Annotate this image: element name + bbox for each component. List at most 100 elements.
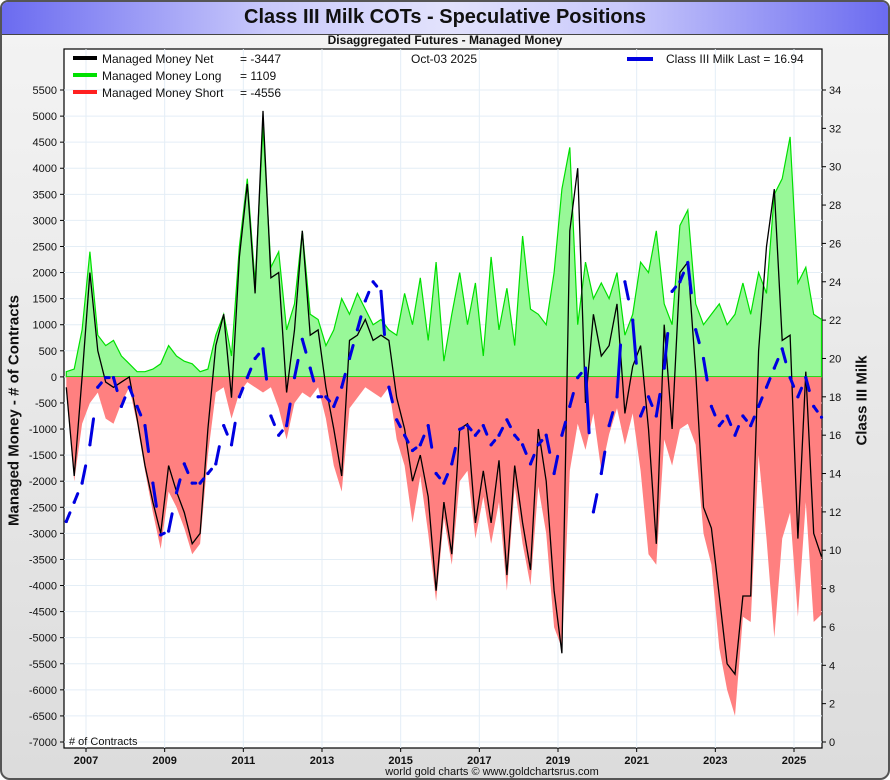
milk-price-segment bbox=[584, 366, 591, 435]
milk-price-point bbox=[111, 376, 116, 380]
milk-price-point bbox=[96, 385, 100, 389]
left-tick-label: -2500 bbox=[29, 502, 57, 514]
left-tick-label: -6500 bbox=[29, 711, 57, 723]
milk-price-segment bbox=[568, 392, 575, 408]
right-tick-label: 34 bbox=[829, 85, 841, 97]
milk-price-group bbox=[64, 261, 824, 537]
left-tick-label: -5500 bbox=[29, 659, 57, 671]
milk-price-point bbox=[277, 433, 281, 437]
milk-price-segment bbox=[348, 344, 355, 360]
milk-price-point bbox=[119, 404, 123, 408]
legend-label-milk: Class III Milk Last = 16.94 bbox=[666, 52, 804, 66]
milk-price-point bbox=[780, 347, 784, 351]
milk-price-segment bbox=[591, 493, 599, 514]
legend-swatch-net bbox=[73, 56, 97, 60]
milk-price-point bbox=[253, 356, 257, 361]
milk-price-point bbox=[733, 433, 737, 437]
right-tick-label: 12 bbox=[829, 507, 841, 519]
milk-price-point bbox=[143, 424, 147, 428]
milk-price-segment bbox=[308, 366, 316, 383]
right-tick-label: 22 bbox=[829, 315, 841, 327]
milk-price-segment bbox=[560, 420, 567, 437]
legend-item-net: Managed Money Net = -3447 bbox=[73, 52, 281, 66]
milk-price-segment bbox=[623, 280, 630, 301]
milk-price-point bbox=[465, 424, 470, 428]
milk-price-segment bbox=[387, 385, 394, 404]
right-tick-label: 10 bbox=[829, 545, 841, 557]
milk-price-segment bbox=[631, 318, 638, 365]
milk-price-segment bbox=[143, 424, 150, 453]
corner-label: # of Contracts bbox=[69, 736, 138, 748]
x-tick-label: 2011 bbox=[231, 755, 255, 767]
right-tick-label: 2 bbox=[829, 699, 835, 711]
milk-price-point bbox=[418, 443, 422, 447]
left-tick-label: 1000 bbox=[33, 320, 57, 332]
milk-price-point bbox=[72, 500, 76, 504]
milk-price-point bbox=[182, 462, 186, 466]
milk-price-point bbox=[316, 395, 320, 399]
right-tick-label: 24 bbox=[829, 277, 841, 289]
milk-price-point bbox=[237, 395, 241, 399]
milk-price-point bbox=[135, 404, 139, 408]
milk-price-point bbox=[639, 414, 643, 418]
left-tick-label: -2000 bbox=[29, 476, 57, 488]
milk-price-point bbox=[174, 491, 179, 495]
milk-price-point bbox=[458, 427, 462, 431]
milk-price-point bbox=[442, 481, 446, 485]
legend-label-long: Managed Money Long bbox=[102, 69, 221, 83]
milk-price-point bbox=[88, 443, 92, 447]
milk-price-point bbox=[206, 471, 210, 476]
legend-swatch-short bbox=[73, 90, 97, 94]
milk-price-segment bbox=[662, 332, 670, 370]
milk-price-point bbox=[591, 510, 596, 514]
milk-price-segment bbox=[654, 392, 662, 418]
milk-price-segment bbox=[80, 464, 88, 485]
milk-price-point bbox=[395, 418, 399, 422]
milk-price-segment bbox=[599, 450, 607, 475]
milk-price-point bbox=[505, 418, 509, 422]
x-tick-label: 2021 bbox=[624, 755, 648, 767]
milk-price-point bbox=[80, 481, 84, 485]
milk-price-point bbox=[387, 385, 391, 389]
milk-price-point bbox=[544, 433, 548, 437]
x-tick-label: 2019 bbox=[546, 755, 570, 767]
milk-price-segment bbox=[214, 445, 221, 466]
net-line-group bbox=[65, 110, 823, 676]
left-tick-label: 5000 bbox=[33, 111, 57, 123]
x-axis-ticks: 2007 2009 2011 2013 2015 2017 2019 2021 2023 2025 bbox=[74, 748, 806, 767]
legend-item-short: Managed Money Short = -4556 bbox=[73, 86, 281, 100]
milk-price-point bbox=[709, 404, 714, 408]
left-tick-label: 500 bbox=[39, 346, 57, 358]
milk-price-point bbox=[198, 481, 202, 485]
milk-price-segment bbox=[804, 376, 811, 393]
milk-price-point bbox=[355, 328, 359, 332]
milk-price-point bbox=[489, 443, 493, 447]
milk-price-segment bbox=[285, 402, 292, 428]
milk-price-point bbox=[363, 299, 367, 303]
milk-price-point bbox=[528, 462, 533, 466]
right-axis-title: Class III Milk bbox=[853, 355, 871, 446]
milk-price-point bbox=[292, 376, 297, 380]
milk-price-point bbox=[654, 414, 658, 418]
milk-price-point bbox=[300, 337, 304, 341]
milk-price-point bbox=[583, 366, 588, 370]
milk-price-point bbox=[607, 424, 611, 428]
milk-price-segment bbox=[694, 328, 701, 345]
short-area bbox=[66, 376, 822, 716]
milk-price-point bbox=[646, 395, 651, 399]
milk-price-point bbox=[552, 471, 556, 476]
milk-price-point bbox=[741, 414, 745, 418]
legend-value-long: = 1109 bbox=[240, 69, 276, 83]
milk-price-point bbox=[473, 433, 477, 437]
milk-price-point bbox=[772, 366, 776, 370]
left-tick-label: 3000 bbox=[33, 215, 57, 227]
left-tick-label: 0 bbox=[51, 372, 57, 384]
milk-price-segment bbox=[544, 433, 552, 454]
milk-price-point bbox=[426, 424, 430, 428]
legend-value-short: = -4556 bbox=[240, 86, 281, 100]
milk-price-segment bbox=[293, 358, 300, 380]
milk-price-point bbox=[159, 533, 163, 537]
